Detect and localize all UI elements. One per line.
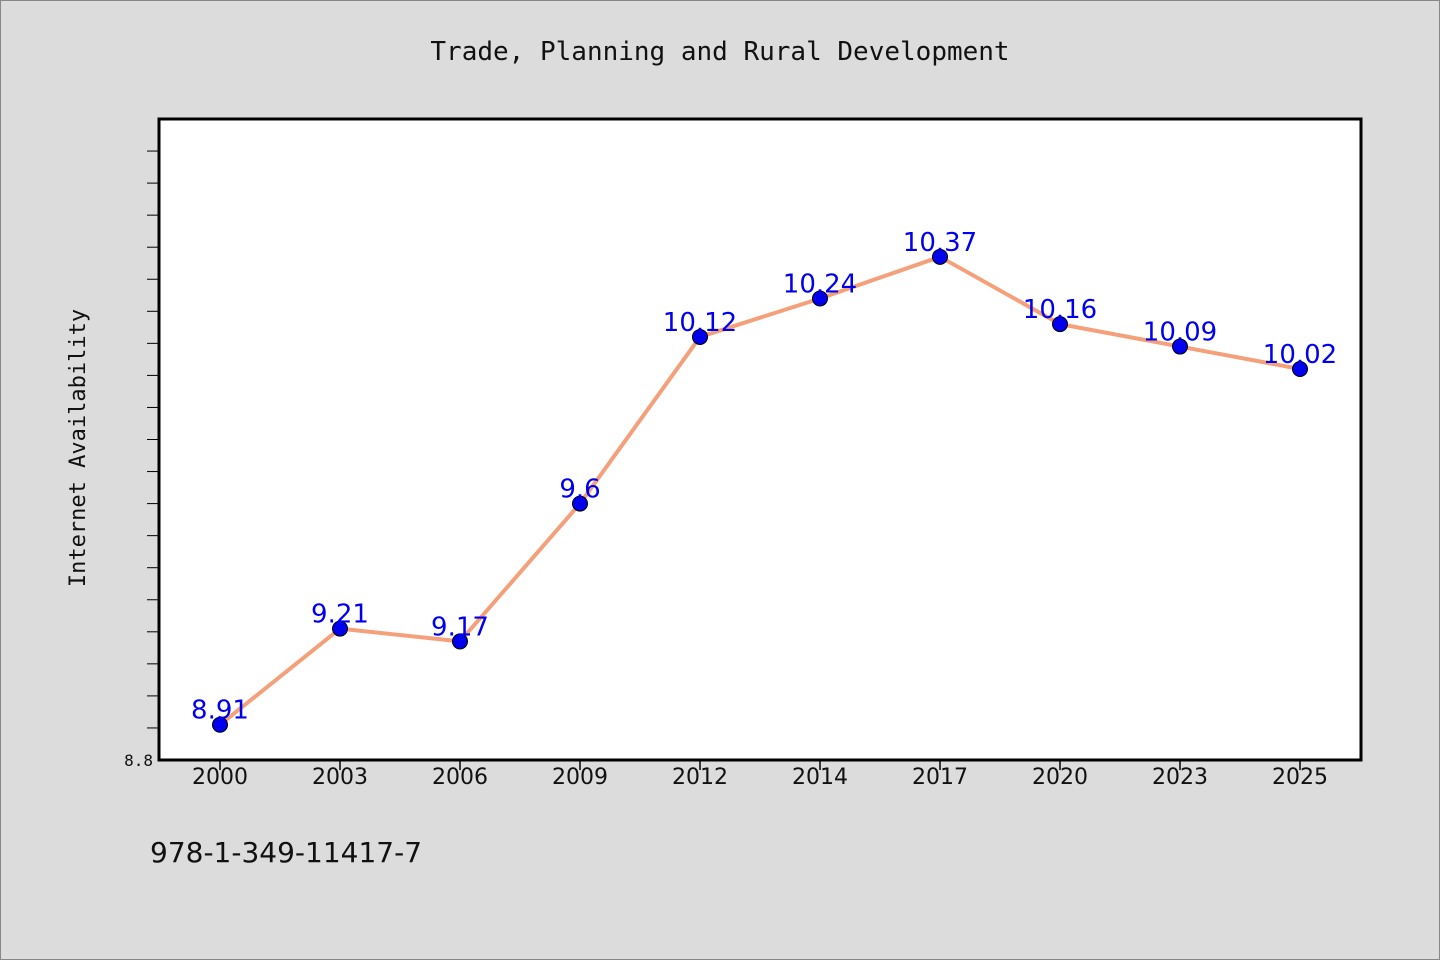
data-label: 10.24 — [783, 269, 857, 299]
data-point — [332, 620, 348, 637]
x-tick-label: 2003 — [312, 765, 368, 790]
y-axis-ticks: 8.8 — [124, 150, 159, 770]
series-line-group — [218, 254, 1302, 727]
data-label: 10.09 — [1143, 318, 1217, 348]
data-point — [932, 248, 948, 265]
y-tick-label: 8.8 — [124, 751, 153, 770]
data-point — [212, 716, 228, 733]
data-point — [452, 633, 468, 650]
x-tick-label: 2009 — [552, 765, 608, 790]
plot-area — [157, 117, 1363, 762]
isbn-footer: 978-1-349-11417-7 — [150, 836, 422, 869]
data-label: 9.21 — [311, 600, 369, 630]
data-label: 10.37 — [903, 228, 977, 258]
y-axis-label: Internet Availability — [66, 309, 91, 587]
x-tick-label: 2012 — [672, 765, 728, 790]
data-point — [572, 495, 588, 512]
data-label: 10.02 — [1263, 340, 1337, 370]
x-tick-label: 2017 — [912, 765, 968, 790]
data-point — [812, 290, 828, 307]
data-labels-group: 8.91 9.21 9.17 9.6 10.12 10.24 10.37 10.16 10.09… — [191, 228, 1337, 726]
series-line — [218, 254, 1302, 727]
x-tick-label: 2000 — [192, 765, 248, 790]
data-label: 9.17 — [431, 612, 489, 642]
data-point — [1052, 316, 1068, 333]
data-label: 10.12 — [663, 308, 737, 338]
data-point — [1292, 360, 1308, 377]
data-point — [692, 328, 708, 345]
data-point — [1172, 338, 1188, 355]
chart-title: Trade, Planning and Rural Development — [430, 37, 1009, 67]
x-tick-label: 2006 — [432, 765, 488, 790]
x-axis-ticks: 2000 2003 2006 2009 2012 2014 2017 2020 2023 2025 — [192, 760, 1328, 790]
data-label: 9.6 — [559, 475, 600, 505]
x-tick-label: 2025 — [1272, 765, 1328, 790]
series-points-group — [212, 248, 1308, 733]
x-tick-label: 2023 — [1152, 765, 1208, 790]
data-label: 8.91 — [191, 696, 249, 726]
x-tick-label: 2020 — [1032, 765, 1088, 790]
data-label: 10.16 — [1023, 295, 1097, 325]
x-tick-label: 2014 — [792, 765, 848, 790]
